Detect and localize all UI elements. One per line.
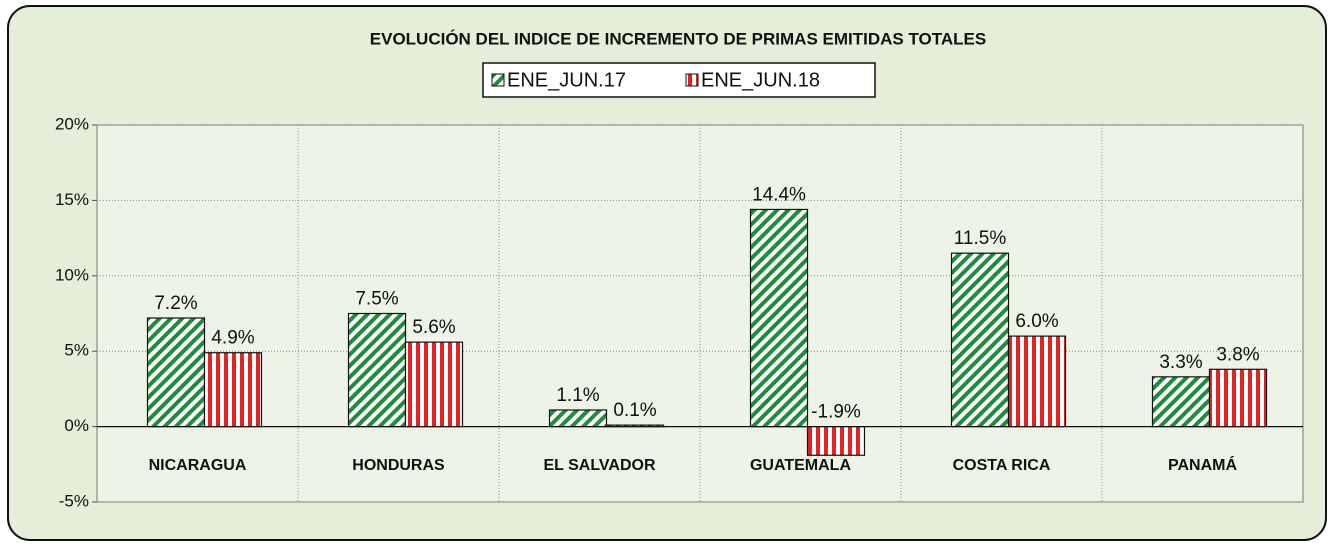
data-label: 0.1%	[613, 400, 656, 421]
y-tick-label: -5%	[59, 491, 89, 510]
data-label: 7.5%	[355, 289, 398, 310]
legend-swatch	[685, 73, 699, 87]
data-label: 6.0%	[1015, 311, 1058, 332]
bar	[1151, 376, 1211, 428]
bar	[404, 341, 464, 428]
data-label: 11.5%	[954, 228, 1007, 249]
legend-box	[482, 62, 876, 98]
legend-label: ENE_JUN.18	[701, 69, 820, 91]
x-tick-label: PANAMÁ	[1168, 455, 1237, 474]
bar	[950, 252, 1010, 428]
data-label: 1.1%	[556, 385, 599, 406]
data-label: -1.9%	[811, 402, 861, 423]
legend-label: ENE_JUN.17	[507, 69, 626, 91]
legend-swatch	[491, 73, 505, 87]
bar	[806, 426, 866, 456]
bar	[1007, 335, 1067, 428]
data-label: 3.3%	[1159, 352, 1202, 373]
plot-area	[96, 124, 1304, 503]
chart-title: EVOLUCIÓN DEL INDICE DE INCREMENTO DE PR…	[370, 29, 986, 48]
bar	[146, 317, 206, 428]
y-tick-label: 20%	[55, 114, 89, 133]
x-tick-label: HONDURAS	[352, 457, 445, 474]
x-tick-label: COSTA RICA	[953, 457, 1051, 474]
bar	[203, 352, 263, 428]
data-label: 7.2%	[154, 293, 197, 314]
bar	[347, 312, 407, 428]
data-label: 5.6%	[412, 317, 455, 338]
y-tick-label: 5%	[64, 341, 89, 360]
y-tick-label: 10%	[55, 265, 89, 284]
bar	[749, 208, 809, 428]
data-label: 3.8%	[1216, 344, 1259, 365]
data-label: 14.4%	[752, 184, 806, 205]
data-label: 4.9%	[211, 328, 254, 349]
x-tick-label: GUATEMALA	[750, 457, 851, 474]
bar	[1208, 368, 1268, 428]
y-tick-label: 15%	[55, 190, 89, 209]
y-tick-label: 0%	[64, 416, 89, 435]
x-tick-label: EL SALVADOR	[543, 457, 655, 474]
bar	[548, 409, 608, 428]
x-tick-label: NICARAGUA	[149, 457, 247, 474]
